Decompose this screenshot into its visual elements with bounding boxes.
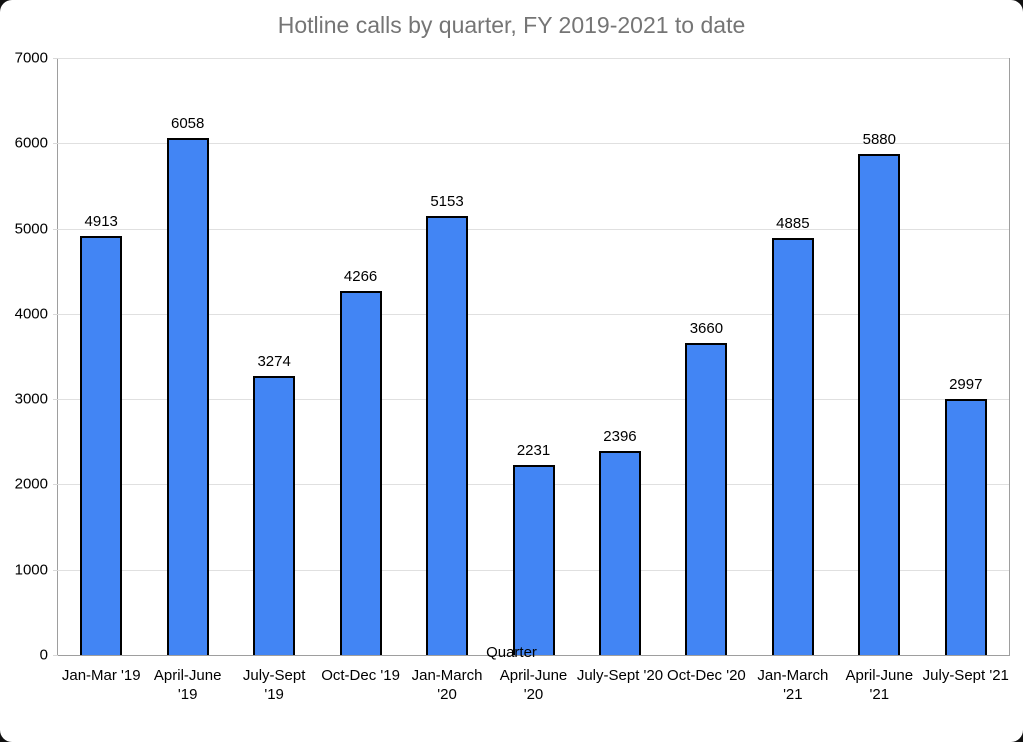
- bar: [253, 376, 295, 655]
- plot-area: 0 1000 2000 3000 4000 5000 6000 7000 4913 Jan-Mar…: [15, 51, 1010, 703]
- gridline: [58, 399, 1009, 400]
- y-axis-tick-mark: [53, 484, 58, 485]
- bar-value-label: 3274: [257, 352, 291, 370]
- bar: [599, 451, 641, 655]
- bar-value-label: 2231: [516, 441, 551, 459]
- bar: [80, 236, 122, 655]
- x-axis-label: July-Sept '19: [242, 667, 306, 703]
- y-axis-tick-mark: [53, 229, 58, 230]
- x-axis-label: July-Sept '21: [922, 667, 1009, 684]
- x-axis-label: Jan-March '20: [411, 667, 483, 703]
- y-axis-tick-mark: [53, 655, 58, 656]
- bar-value-label: 4885: [776, 214, 810, 232]
- x-axis-label: April-June '21: [845, 667, 914, 703]
- bar-value-label: 5880: [862, 130, 896, 148]
- y-axis-tick-mark: [53, 314, 58, 315]
- y-axis-tick-label: 7000: [14, 49, 48, 67]
- x-axis-label: Jan-March '21: [757, 667, 829, 703]
- bar-value-label: 2997: [949, 375, 983, 393]
- chart-title: Hotline calls by quarter, FY 2019-2021 t…: [277, 12, 746, 38]
- x-axis-label: April-June '19: [153, 667, 222, 703]
- y-axis-tick-label: 5000: [14, 220, 48, 238]
- y-axis-tick-mark: [53, 570, 58, 571]
- y-axis-tick-mark: [53, 399, 58, 400]
- bar: [426, 216, 468, 655]
- bar: [513, 465, 555, 655]
- x-axis-label: Oct-Dec '19: [321, 667, 400, 684]
- bar: [340, 291, 382, 655]
- bar-value-label: 2396: [603, 427, 637, 445]
- bar-value-label: 4913: [84, 212, 118, 230]
- bar-value-label: 4266: [343, 267, 378, 285]
- x-axis-label: Oct-Dec '20: [667, 667, 746, 684]
- bar: [858, 154, 900, 655]
- y-axis-tick-label: 3000: [14, 390, 48, 408]
- gridline: [58, 229, 1009, 230]
- y-axis-tick-mark: [53, 143, 58, 144]
- x-axis-label: Jan-Mar '19: [61, 667, 141, 684]
- bar-value-label: 3660: [689, 319, 724, 337]
- bar: [945, 399, 987, 655]
- gridline: [58, 314, 1009, 315]
- y-axis-tick-label: 6000: [14, 134, 48, 152]
- bar-value-label: 5153: [430, 192, 464, 210]
- bar: [685, 343, 727, 655]
- bar: [772, 238, 814, 655]
- x-axis-label: April-June '20: [499, 667, 568, 703]
- bar: [167, 138, 209, 655]
- gridline: [58, 143, 1009, 144]
- gridline: [58, 58, 1009, 59]
- y-axis-tick-label: 1000: [14, 561, 48, 579]
- x-axis-title: Quarter: [486, 644, 537, 661]
- y-axis-tick-mark: [53, 58, 58, 59]
- y-axis-tick-label: 0: [39, 646, 48, 664]
- bar-value-label: 6058: [170, 114, 205, 132]
- y-axis-tick-label: 4000: [14, 305, 48, 323]
- y-axis-tick-label: 2000: [14, 475, 48, 493]
- x-axis-label: July-Sept '20: [576, 667, 664, 684]
